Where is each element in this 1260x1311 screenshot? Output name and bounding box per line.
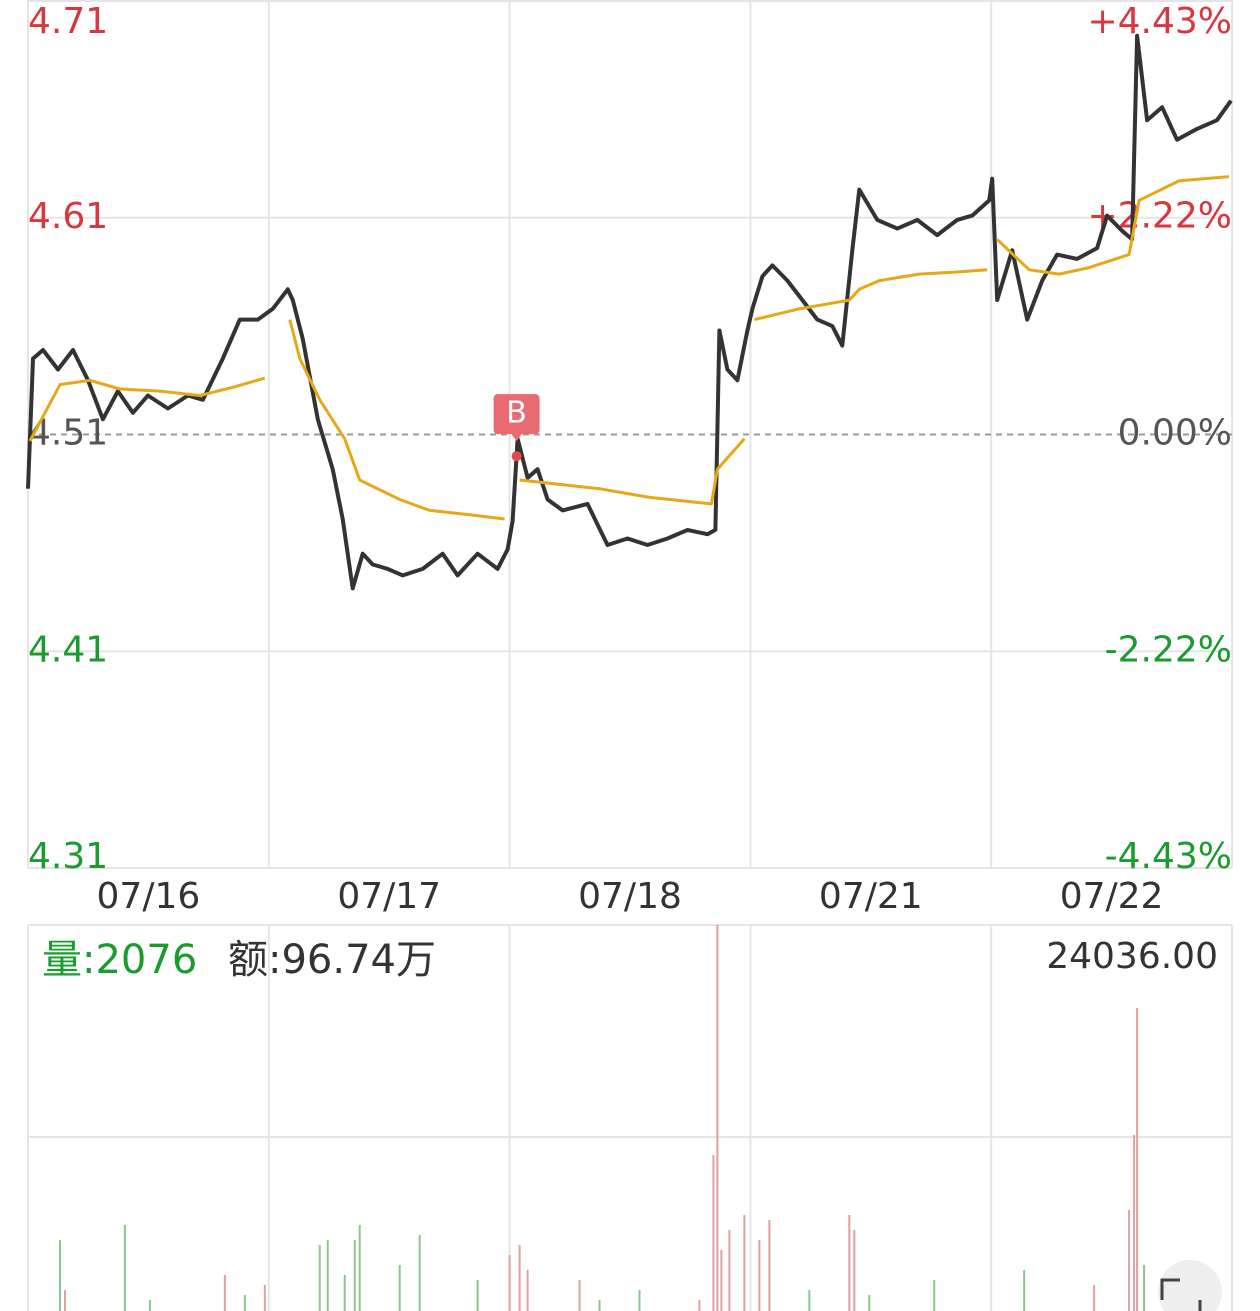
volume-bar xyxy=(1143,1264,1146,1311)
volume-bar xyxy=(578,1279,581,1311)
volume-bar xyxy=(716,925,719,1311)
volume-bar xyxy=(1093,1285,1096,1311)
volume-bar xyxy=(223,1274,226,1311)
volume-bar xyxy=(808,1289,811,1311)
trade-dot xyxy=(511,451,522,462)
volume-bar xyxy=(243,1295,246,1311)
volume-bar xyxy=(853,1229,856,1311)
amount-label: 额:96.74万 xyxy=(228,937,436,983)
volume-bar xyxy=(1136,1007,1139,1311)
y-tick-label: 4.31 xyxy=(28,836,108,877)
y-tick-label: 4.51 xyxy=(28,413,108,454)
volume-bar xyxy=(526,1269,529,1311)
volume-bar xyxy=(518,1244,521,1311)
volume-bar xyxy=(418,1234,421,1311)
volume-max-label: 24036.00 xyxy=(1046,936,1218,977)
x-tick-label: 07/16 xyxy=(97,876,201,917)
y2-tick-label: +2.22% xyxy=(1087,195,1232,236)
volume-bar xyxy=(1133,1134,1136,1311)
volume-bar xyxy=(398,1264,401,1311)
volume-bar xyxy=(698,1299,701,1311)
volume-bar xyxy=(1023,1269,1026,1311)
volume-bar xyxy=(848,1215,851,1311)
volume-bar xyxy=(743,1215,746,1311)
volume-bar xyxy=(638,1289,641,1311)
y2-tick-label: -4.43% xyxy=(1105,836,1232,877)
y-tick-label: 4.61 xyxy=(28,196,108,237)
trade-marker xyxy=(493,394,540,442)
trade-marker-label: B xyxy=(506,396,527,431)
volume-bar xyxy=(768,1219,771,1311)
volume-bar xyxy=(58,1240,61,1311)
volume-label: 量:2076 xyxy=(42,937,197,983)
x-tick-label: 07/21 xyxy=(819,876,923,917)
volume-bar xyxy=(868,1295,871,1311)
fullscreen-icon xyxy=(1160,1278,1202,1311)
volume-bar xyxy=(318,1244,321,1311)
y2-tick-label: 0.00% xyxy=(1118,413,1232,454)
volume-bar xyxy=(358,1225,361,1311)
volume-bar xyxy=(353,1240,356,1311)
volume-bar xyxy=(720,1250,723,1311)
fullscreen-button[interactable] xyxy=(1158,1260,1222,1311)
volume-bar xyxy=(123,1225,126,1311)
y2-tick-label: -2.22% xyxy=(1105,630,1232,671)
volume-bar xyxy=(63,1289,66,1311)
volume-bar xyxy=(1128,1209,1131,1311)
volume-bar xyxy=(476,1279,479,1311)
volume-bar xyxy=(263,1285,266,1311)
volume-bar xyxy=(933,1279,936,1311)
volume-bar xyxy=(712,1154,715,1311)
x-tick-label: 07/18 xyxy=(578,876,682,917)
x-tick-label: 07/17 xyxy=(337,876,441,917)
y-tick-label: 4.71 xyxy=(28,1,108,42)
volume-bar xyxy=(758,1240,761,1311)
volume-bar xyxy=(728,1229,731,1311)
volume-bar xyxy=(148,1299,151,1311)
average-line xyxy=(28,175,1230,521)
y2-tick-label: +4.43% xyxy=(1087,1,1232,42)
x-tick-label: 07/22 xyxy=(1060,876,1164,917)
volume-bar xyxy=(508,1254,511,1311)
volume-bar xyxy=(326,1240,329,1311)
price-line xyxy=(26,33,1233,591)
volume-bar xyxy=(343,1274,346,1311)
y-tick-label: 4.41 xyxy=(28,629,108,670)
volume-bar xyxy=(598,1299,601,1311)
